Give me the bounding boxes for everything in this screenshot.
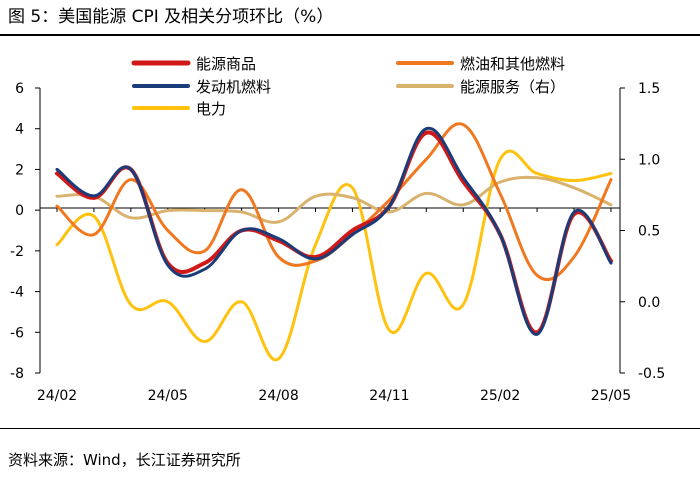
- y-right-tick-label: -0.5: [638, 366, 665, 382]
- x-tick-label: 24/08: [258, 388, 298, 404]
- y-right-tick-label: 1.5: [638, 81, 660, 97]
- motor-fuel-series: [55, 126, 613, 336]
- x-tick-label: 25/05: [591, 388, 631, 404]
- title-rule: [0, 34, 700, 36]
- legend-label: 燃油和其他燃料: [460, 55, 565, 73]
- y-left-tick-label: 2: [15, 162, 24, 178]
- y-left-tick-label: 0: [15, 203, 24, 219]
- y-left-tick-label: -6: [10, 325, 24, 341]
- legend-item: 燃油和其他燃料: [396, 55, 565, 73]
- legend-label: 发动机燃料: [196, 78, 271, 96]
- x-tick-label: 24/02: [37, 388, 77, 404]
- legend-label: 能源服务（右）: [460, 78, 565, 96]
- line-chart: 6 4 2 0 -2 -4 -6 -8 1.5 1.0 0.5 0.0 -0.5 24/02 24/05 24…: [10, 55, 665, 404]
- y-right-tick-label: 0.5: [638, 224, 660, 240]
- y-left-tick-label: 6: [15, 81, 24, 97]
- electricity-series: [55, 149, 613, 362]
- y-right-tick-label: 0.0: [638, 295, 660, 311]
- y-left-tick-label: 4: [15, 122, 24, 138]
- legend-item: 发动机燃料: [132, 78, 271, 96]
- energy-goods-series: [55, 130, 613, 335]
- legend-label: 电力: [196, 100, 226, 118]
- x-tick-label: 25/02: [480, 388, 520, 404]
- legend-label: 能源商品: [196, 55, 256, 73]
- y-left-tick-label: -4: [10, 285, 24, 301]
- y-left-tick-label: -8: [10, 366, 24, 382]
- series-layer: [55, 122, 613, 362]
- source-rule: [0, 428, 700, 429]
- legend-item: 能源服务（右）: [396, 78, 565, 96]
- source-note: 资料来源：Wind，长江证券研究所: [8, 451, 241, 469]
- legend-item: 能源商品: [131, 55, 256, 73]
- x-tick-label: 24/05: [148, 388, 188, 404]
- x-tick-label: 24/11: [369, 388, 409, 404]
- figure-title: 图 5：美国能源 CPI 及相关分项环比（%）: [8, 7, 334, 27]
- y-right-tick-label: 1.0: [638, 152, 660, 168]
- legend-item: 电力: [132, 100, 226, 118]
- y-left-tick-label: -2: [10, 244, 24, 260]
